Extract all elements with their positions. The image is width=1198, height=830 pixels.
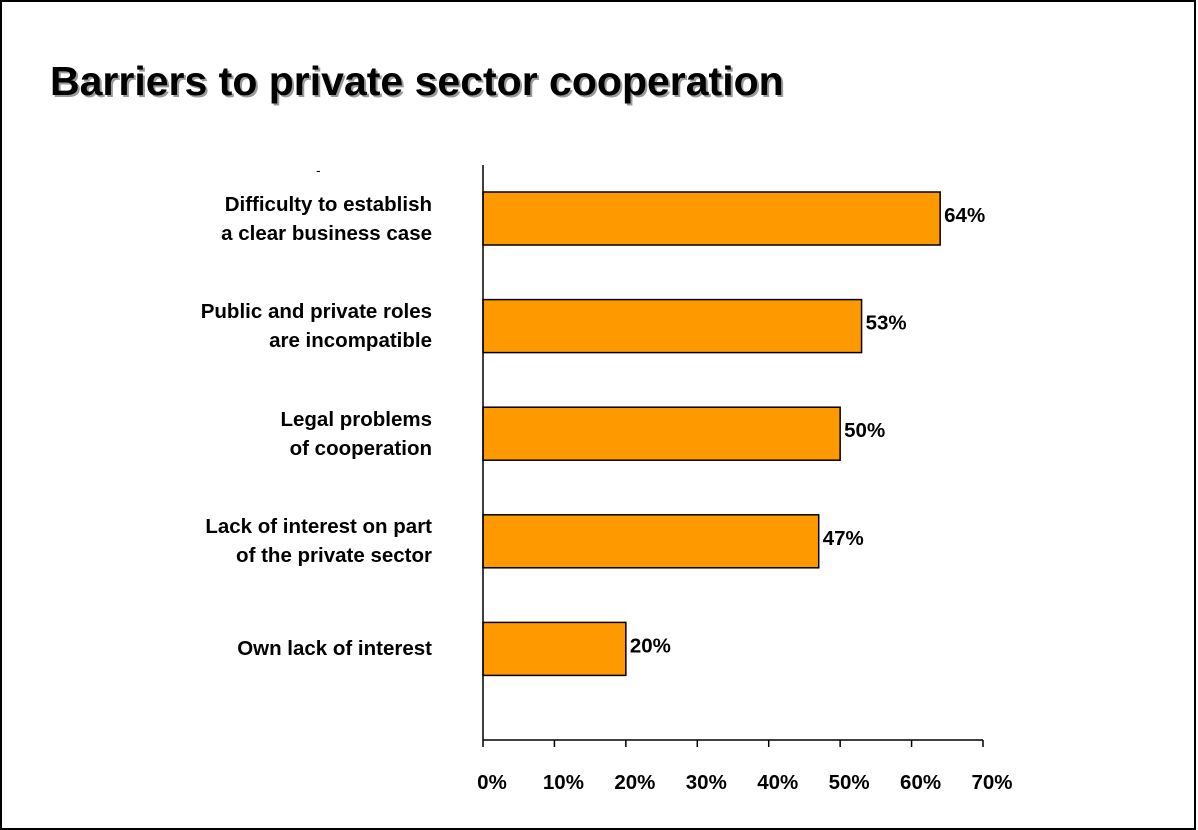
category-label-line: of cooperation: [289, 436, 432, 460]
category-label-line: a clear business case: [221, 221, 432, 245]
category-label: Lack of interest on part of the private s…: [72, 512, 432, 570]
category-label: Public and private roles are incompatible: [72, 297, 432, 355]
x-tick-label: 20%: [614, 771, 655, 794]
bar: [482, 298, 863, 354]
x-tick-label: 70%: [971, 771, 1012, 794]
category-label-line: Own lack of interest: [237, 637, 432, 661]
x-tick-label: 40%: [757, 771, 798, 794]
data-label: 50%: [844, 419, 885, 442]
x-tick-label: 60%: [900, 771, 941, 794]
bar: [482, 514, 820, 569]
chart-title: Barriers to private sector cooperation: [50, 58, 784, 104]
category-label-line: Public and private roles: [200, 300, 432, 324]
data-label: 64%: [944, 204, 985, 227]
category-label-line: are incompatible: [269, 329, 432, 353]
x-tick-label: 30%: [686, 771, 727, 794]
stray-dash: -: [316, 162, 321, 178]
category-label: Own lack of interest: [72, 634, 432, 663]
category-label: Difficulty to establish a clear business …: [72, 190, 432, 248]
bar: [482, 191, 941, 246]
bar: [482, 621, 627, 677]
data-label: 20%: [630, 634, 671, 657]
x-tick-label: 50%: [829, 771, 870, 794]
x-tick-label: 10%: [543, 771, 584, 794]
category-label-line: Lack of interest on part: [205, 515, 432, 539]
data-label: 53%: [866, 312, 907, 335]
category-label-line: Difficulty to establish: [224, 192, 432, 216]
bar: [482, 406, 841, 461]
x-tick-label: 0%: [477, 771, 507, 794]
category-label: Legal problems of cooperation: [72, 405, 432, 463]
category-label-line: of the private sector: [236, 544, 432, 568]
data-label: 47%: [823, 527, 864, 550]
category-label-line: Legal problems: [280, 407, 432, 431]
